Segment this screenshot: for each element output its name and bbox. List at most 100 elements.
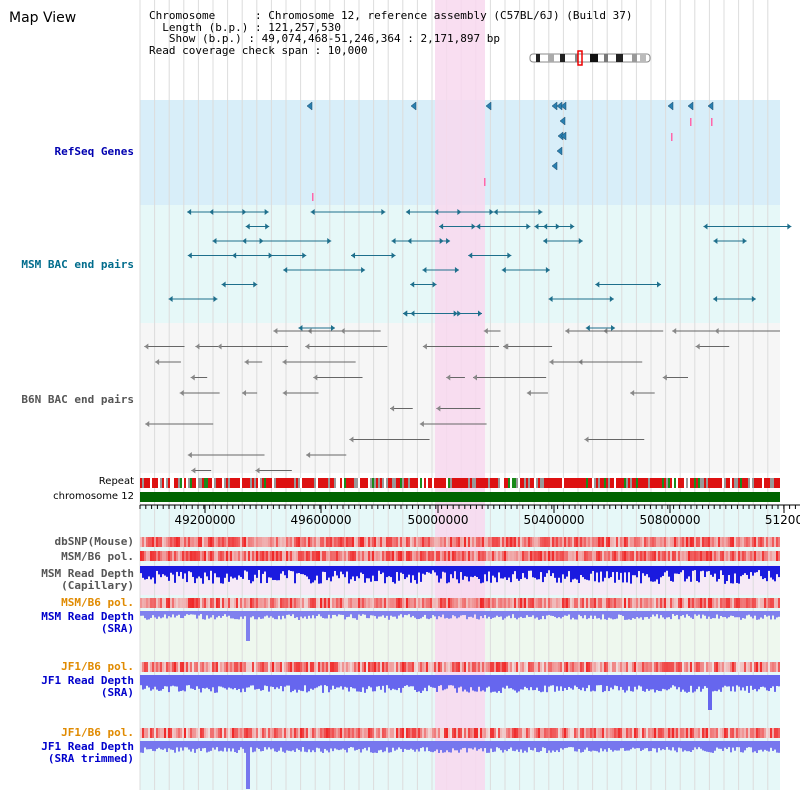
msm-b6-pol-heat [608,551,610,561]
b6n-bac-end [217,343,222,350]
msm-depth-cap-bar [546,566,548,574]
repeat-segment [680,478,682,488]
dbsnp-heat [602,537,604,547]
jf1-depth-sra-bar [290,675,292,693]
jf1-depth-sra-bar [164,675,166,687]
jf1-depth-sra-bar [518,675,520,692]
jf1-b6-pol-heat [620,662,622,672]
track-label-jf1-b6-pol-trim[interactable]: JF1/B6 pol. [61,726,134,739]
msm-b6-pol-sra-heat [288,598,290,608]
jf1-b6-pol-trim-heat [672,728,674,738]
track-label-dbsnp[interactable]: dbSNP(Mouse) [54,535,134,548]
jf1-b6-pol-trim-heat [484,728,486,738]
jf1-b6-pol-trim-heat [622,728,624,738]
jf1-b6-pol-heat [158,662,160,672]
msm-depth-cap-bar [654,566,656,582]
msm-b6-pol-sra-heat [140,598,142,608]
msm-depth-sra-bar [746,611,748,616]
msm-b6-pol-sra-heat [472,598,474,608]
repeat-segment [252,478,254,488]
msm-b6-pol-sra-heat [434,598,436,608]
dbsnp-heat [354,537,356,547]
jf1-depth-trim-bar [320,741,322,752]
jf1-b6-pol-heat [378,662,380,672]
jf1-b6-pol-trim-heat [180,728,182,738]
msm-depth-sra-bar [144,611,146,619]
jf1-depth-trim-bar [544,741,546,749]
msm-b6-pol-sra-heat [378,598,380,608]
track-label-msm-depth-sra[interactable]: MSM Read Depth (SRA) [41,610,134,635]
msm-bac-end [538,209,543,215]
msm-depth-sra-bar [324,611,326,619]
msm-b6-pol-sra-heat [206,598,208,608]
dbsnp-heat [652,537,654,547]
track-label-msm-b6-pol[interactable]: MSM/B6 pol. [61,550,134,563]
jf1-depth-trim-bar [448,741,450,753]
msm-b6-pol-sra-heat [674,598,676,608]
repeat-segment [240,478,242,488]
repeat-segment [304,478,306,488]
dbsnp-heat [750,537,752,547]
dbsnp-heat [616,537,618,547]
msm-b6-pol-sra-heat [406,598,408,608]
msm-b6-pol-sra-heat [774,598,776,608]
repeat-segment [418,478,420,488]
jf1-b6-pol-trim-heat [692,728,694,738]
track-label-msm-b6-pol-sra[interactable]: MSM/B6 pol. [61,596,134,609]
msm-depth-sra-bar [154,611,156,618]
jf1-b6-pol-trim-heat [146,728,148,738]
dbsnp-heat [654,537,656,547]
jf1-depth-trim-bar [598,741,600,753]
dbsnp-heat [318,537,320,547]
track-label-jf1-b6-pol[interactable]: JF1/B6 pol. [61,660,134,673]
dbsnp-heat [706,537,708,547]
msm-depth-cap-bar [564,566,566,579]
dbsnp-heat [552,537,554,547]
jf1-depth-trim-bar [174,741,176,753]
msm-depth-cap-bar [672,566,674,582]
jf1-depth-sra-bar [676,675,678,690]
jf1-b6-pol-trim-heat [486,728,488,738]
repeat-segment [694,478,696,488]
jf1-depth-trim-bar [332,741,334,752]
track-label-msm-bac[interactable]: MSM BAC end pairs [21,258,134,271]
repeat-segment [768,478,770,488]
dbsnp-heat [226,537,228,547]
repeat-segment [186,478,188,488]
msm-depth-sra-bar [146,611,148,620]
msm-depth-cap-bar [352,566,354,577]
msm-b6-pol-sra-heat [190,598,192,608]
msm-depth-cap-bar [520,566,522,580]
msm-depth-sra-bar [302,611,304,619]
jf1-b6-pol-heat [652,662,654,672]
msm-depth-sra-bar [524,611,526,618]
dbsnp-heat [732,537,734,547]
repeat-segment [172,478,174,488]
jf1-depth-trim-bar [550,741,552,753]
msm-b6-pol-heat [312,551,314,561]
jf1-depth-trim-bar [682,741,684,752]
jf1-depth-trim-bar [628,741,630,751]
track-label-b6n-bac[interactable]: B6N BAC end pairs [21,393,134,406]
msm-b6-pol-sra-heat [240,598,242,608]
jf1-depth-trim-bar [318,741,320,749]
jf1-depth-sra-bar [390,675,392,691]
repeat-segment [728,478,730,488]
msm-depth-cap-bar [382,566,384,573]
msm-depth-sra-bar [282,611,284,616]
msm-b6-pol-heat [710,551,712,561]
jf1-depth-trim-bar [768,741,770,752]
jf1-depth-sra-bar [496,675,498,693]
msm-depth-cap-bar [226,566,228,574]
msm-b6-pol-heat [190,551,192,561]
track-label-msm-depth-capillary[interactable]: MSM Read Depth (Capillary) [41,567,134,592]
msm-depth-sra-bar [278,611,280,616]
track-label-jf1-depth-trimmed[interactable]: JF1 Read Depth (SRA trimmed) [41,740,134,765]
dbsnp-heat [180,537,182,547]
repeat-segment [220,478,222,488]
track-label-jf1-depth-sra[interactable]: JF1 Read Depth (SRA) [41,674,134,699]
msm-depth-cap-bar [144,566,146,580]
track-label-refseq[interactable]: RefSeq Genes [54,145,134,158]
